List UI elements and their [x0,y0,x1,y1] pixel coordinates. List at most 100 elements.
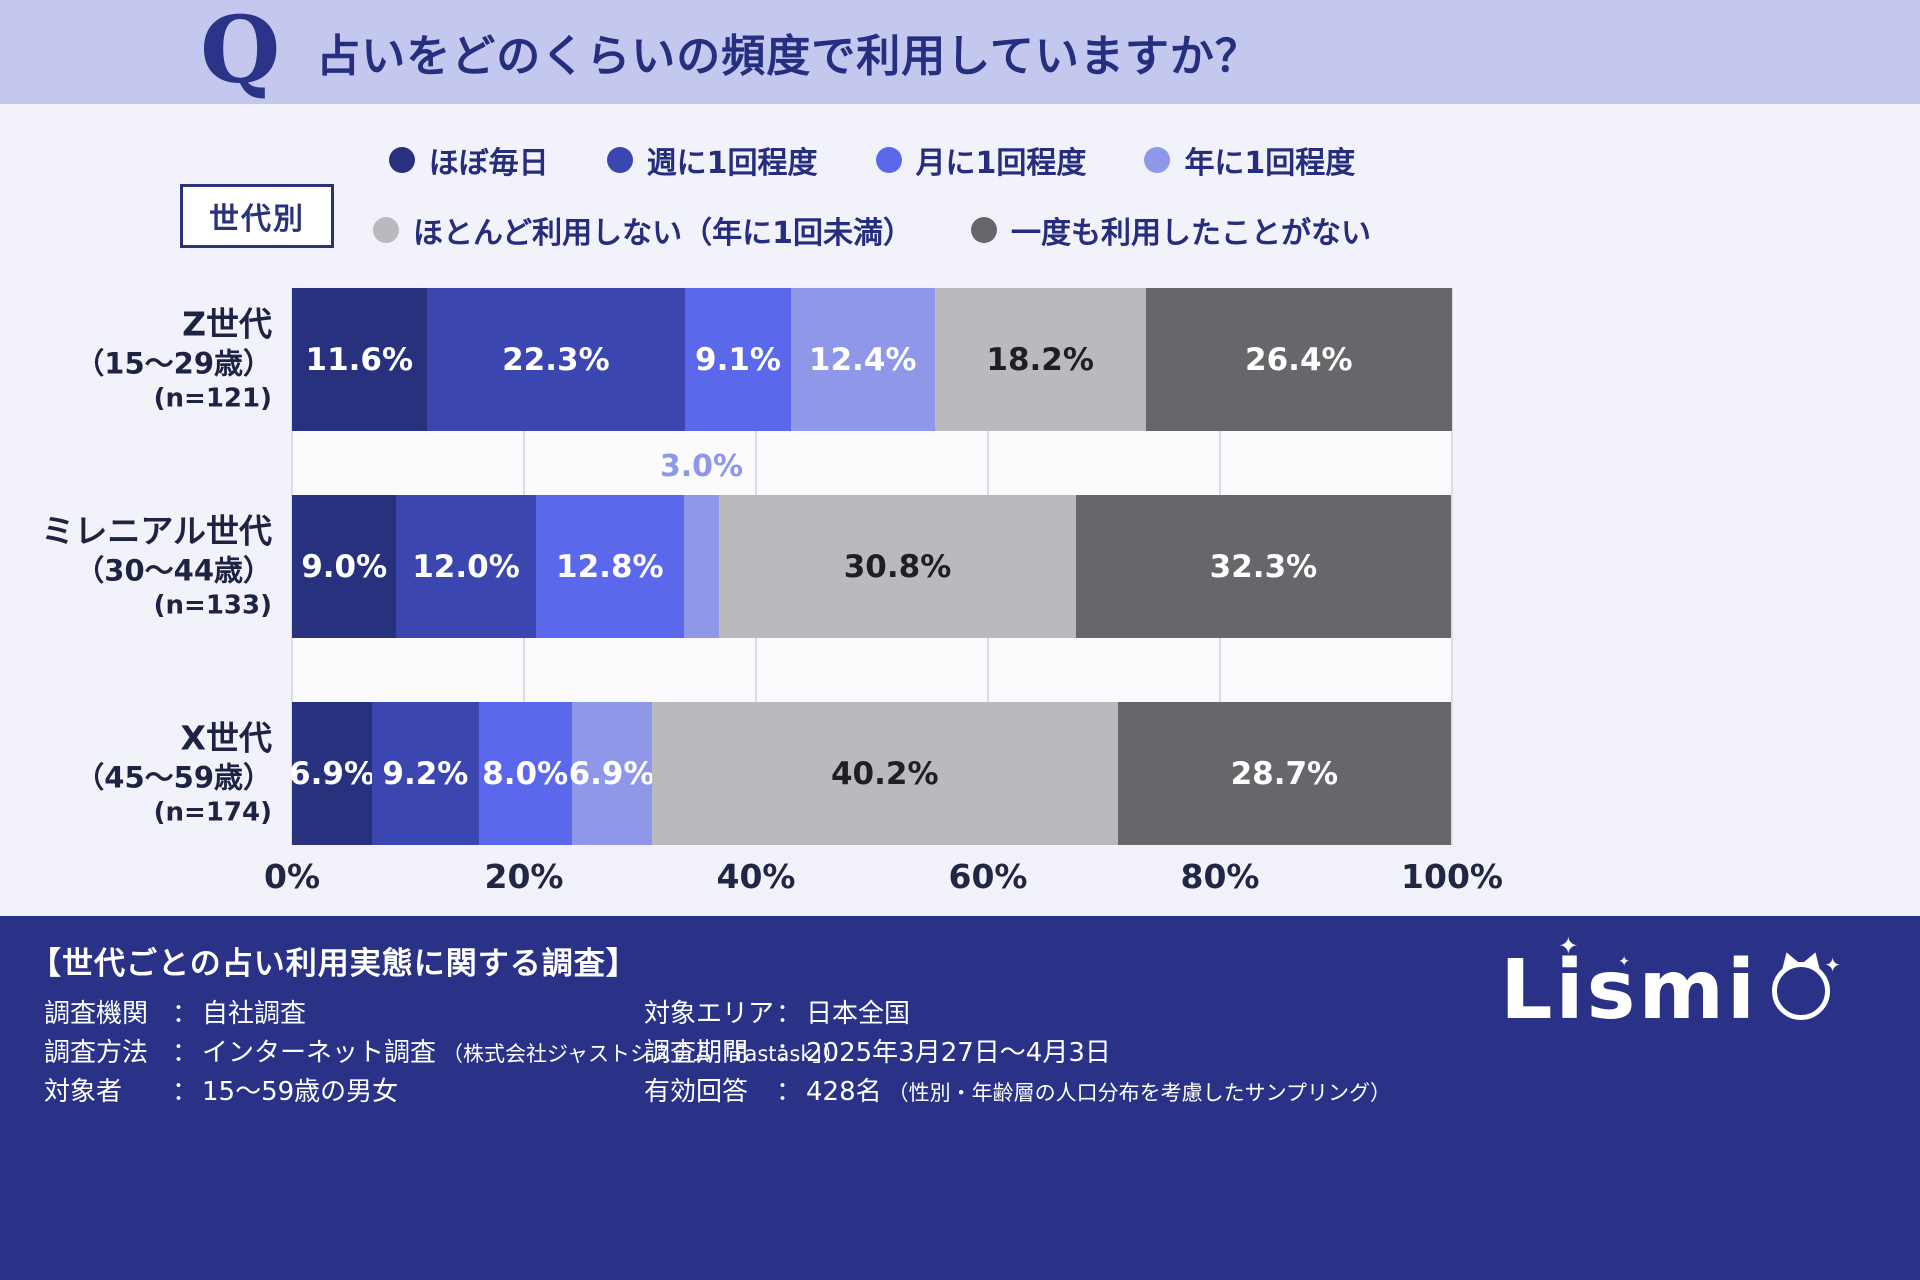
footer-detail-value: インターネット調査 [202,1038,437,1068]
segment-value-label: 32.3% [1209,548,1318,585]
legend-dot-icon [606,147,633,173]
row-label-millennial: ミレニアル世代 （30〜44歳） (n=133) [10,510,272,623]
segment-value-label: 6.9% [289,755,376,792]
axis-tick-label: 80% [1180,857,1260,896]
bar-segment-weekly: 9.2% [372,702,479,845]
stacked-bar: 9.0% 12.0% 12.8% 3.0% 30.8% 32.3% [292,449,1452,638]
footer-detail-note: （株式会社ジャストシステム「Fastask」） [442,1042,845,1066]
bar-segment-weekly: 22.3% [426,288,686,431]
segment-value-label: 8.0% [482,755,569,792]
footer-detail-value: 15〜59歳の男女 [202,1077,399,1107]
bar-segment-never: 26.4% [1145,288,1452,431]
legend-row: ほぼ毎日 週に1回程度 月に1回程度 年に1回程度 [388,138,1356,182]
axis-tick-label: 0% [263,857,321,896]
axis-tick-label: 60% [948,857,1028,896]
footer-detail-row: 調査機関 ：自社調査 [44,995,644,1034]
footer-detail-colon: ： [172,999,199,1029]
bar-segment-yearly [684,495,719,638]
footer-detail-value: 自社調査 [202,999,307,1029]
segment-value-label: 26.4% [1245,341,1353,378]
segment-value-label-above: 3.0% [659,449,744,484]
legend-label: 年に1回程度 [1184,146,1356,181]
legend-item-almost_daily: ほぼ毎日 [388,138,549,182]
main-content: 世代別 ほぼ毎日 週に1回程度 月に1回程度 年に1回程度ほとんど利用しない（年に1回… [0,104,1920,916]
row-label-name: X世代 [180,718,272,758]
bar-segment-almost_daily: 6.9% [289,702,376,845]
row-label-n: (n=121) [153,383,272,414]
legend-label: ほぼ毎日 [428,146,549,181]
stacked-bar: 6.9% 9.2% 8.0% 6.9% 40.2% 28.7% [289,702,1452,845]
row-label-age: （45〜59歳） [75,760,272,795]
bar-segment-yearly: 12.4% [790,288,935,431]
bar-segment-never: 32.3% [1076,495,1451,638]
bar-segment-almost_daily: 9.0% [292,495,397,638]
row-label-gen-z: Z世代 （15〜29歳） (n=121) [10,303,272,416]
footer-detail-colon: ： [172,1038,199,1068]
bar-row-gen-z: Z世代 （15〜29歳） (n=121) 11.6% 22.3% 9.1% 12.4% 18.… [75,288,1452,431]
footer-detail-value: 2025年3月27日〜4月3日 [806,1038,1111,1068]
axis-tick-label: 40% [716,857,796,896]
footer-detail-note: （性別・年齢層の人口分布を考慮したサンプリング） [887,1081,1392,1105]
row-label-age: （30〜44歳） [75,553,272,588]
lismi-logo-text: Lismi [1500,943,1758,1038]
bar-segment-yearly: 6.9% [568,702,655,845]
bar-segment-rarely: 18.2% [934,288,1146,431]
stacked-bar: 11.6% 22.3% 9.1% 12.4% 18.2% 26.4% [292,288,1452,431]
row-label-age: （15〜29歳） [75,346,272,381]
page-title: 占いをどのくらいの頻度で利用していますか？ [316,31,1260,82]
legend-label: 月に1回程度 [915,146,1087,181]
segment-value-label: 6.9% [568,755,655,792]
bar-segment-almost_daily: 11.6% [292,288,427,431]
footer-detail-colon: ： [776,1038,803,1068]
footer-detail-row: 有効回答 ： 428名 （性別・年齢層の人口分布を考慮したサンプリング） [644,1073,1391,1112]
legend-dot-icon [875,147,902,173]
segment-value-label: 40.2% [830,755,939,792]
footer-detail-label: 対象エリア [644,999,775,1029]
legend-row: ほとんど利用しない（年に1回未満） 一度も利用したことがない [373,208,1371,252]
sparkle-icon: ✦ [1618,954,1631,970]
axis-tick-label: 100% [1401,857,1503,896]
legend-dot-icon [1144,147,1171,173]
legend-item-monthly: 月に1回程度 [875,138,1087,182]
legend-dot-icon [373,217,399,243]
cat-icon: ✦ [1772,953,1841,1020]
segment-value-label: 12.8% [556,548,664,585]
footer-detail-colon: ： [776,999,803,1029]
footer-detail-label: 有効回答 [644,1077,749,1107]
row-label-n: (n=174) [153,797,272,828]
bar-segment-never: 28.7% [1117,702,1451,845]
bar-segment-monthly: 12.8% [535,495,685,638]
legend: ほぼ毎日 週に1回程度 月に1回程度 年に1回程度ほとんど利用しない（年に1回未満） 一… [0,104,1920,252]
legend-dot-icon [388,147,415,173]
generation-group-label: 世代別 [180,184,334,248]
footer-column-2: 対象エリア：日本全国 調査期間： 2025年3月27日〜4月3日 有効回答： 428名（… [644,995,1391,1112]
segment-value-label: 18.2% [986,341,1094,378]
gridline [1451,288,1453,845]
segment-value-label: 9.2% [382,755,469,792]
row-label-name: ミレニアル世代 [41,511,272,551]
footer-detail-label: 対象者 [44,1077,123,1107]
footer-detail-label: 調査方法 [44,1038,149,1068]
segment-value-label: 11.6% [305,341,414,378]
sparkle-icon: ✦ [1824,953,1841,977]
survey-title: 【世代ごとの占い利用実態に関する調査】 [30,946,638,982]
footer-detail-row: 調査方法：インターネット調査 （株式会社ジャストシステム「Fastask」） [44,1034,844,1073]
legend-item-weekly: 週に1回程度 [606,138,818,182]
footer-detail-value: 428名 [806,1077,882,1107]
bar-row-gen-x: X世代 （45〜59歳） (n=174) 6.9% 9.2% 8.0% 6.9% 40.2% 2… [75,702,1452,845]
footer-detail-row: 対象エリア：日本全国 [644,995,1391,1034]
legend-label: 一度も利用したことがない [1010,216,1371,251]
survey-details: 調査機関：自社調査 調査方法：インターネット調査 （株式会社ジャストシステム「Fas… [30,995,1890,1112]
bar-row-millennial: ミレニアル世代 （30〜44歳） (n=133) 9.0% 12.0% 12.8% 3.0%… [41,449,1452,638]
segment-value-label: 30.8% [843,548,952,585]
row-label-n: (n=133) [153,590,272,621]
footer-detail-colon: ： [776,1077,803,1107]
bar-segment-weekly: 12.0% [396,495,536,638]
footer: 【世代ごとの占い利用実態に関する調査】 調査機関：自社調査 調査方法：インターネッ… [0,916,1920,1280]
footer-detail-colon: ： [172,1077,199,1107]
row-label-name: Z世代 [182,304,272,344]
segment-value-label: 12.4% [808,341,917,378]
legend-label: ほとんど利用しない（年に1回未満） [413,216,913,251]
bar-segment-rarely: 30.8% [718,495,1077,638]
lismi-logo: ✦ ✦ Lismi ✦ [1500,932,1841,1038]
